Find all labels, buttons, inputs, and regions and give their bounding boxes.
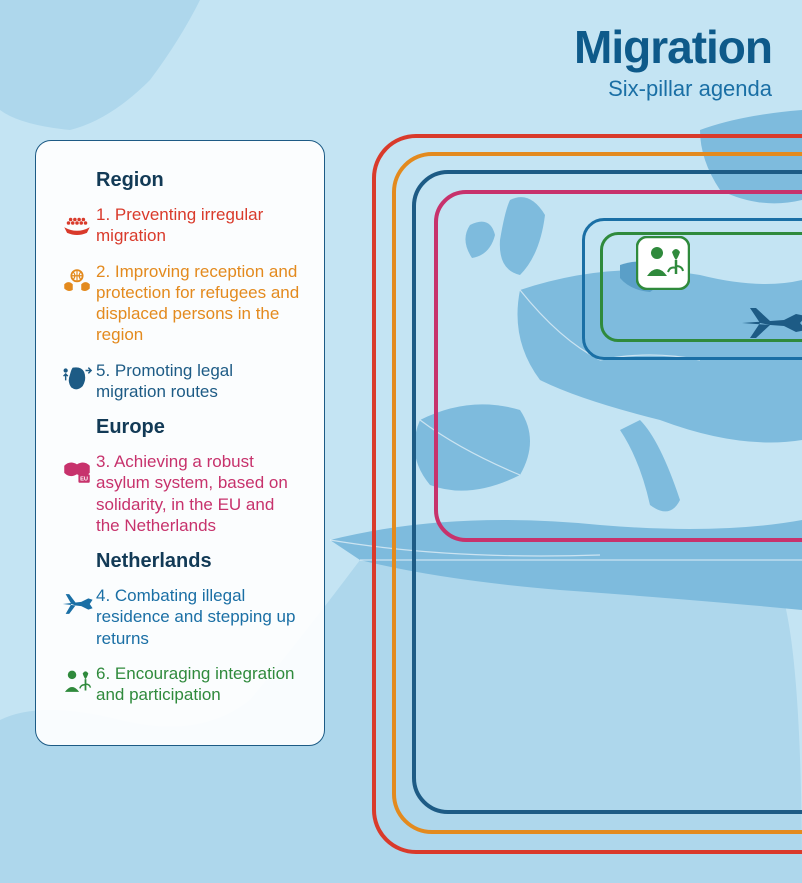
plane-icon [58,585,96,623]
netherlands-person-tulip-badge [636,236,690,295]
nl-route-icon [58,360,96,398]
legend-item-label: 5. Promoting legal migration routes [96,360,302,403]
legend-panel: Region 1. Preventing irregular migration… [35,140,325,746]
legend-section-title: Netherlands [96,550,302,573]
legend-item-label: 6. Encouraging integration and participa… [96,663,302,706]
legend-item-label: 2. Improving reception and protection fo… [96,261,302,346]
page-title: Migration [574,20,772,74]
title-block: Migration Six-pillar agenda [574,20,772,102]
boat-icon [58,204,96,242]
svg-text:EU: EU [80,477,88,483]
legend-item-label: 1. Preventing irregular migration [96,204,302,247]
legend-item-p2: 2. Improving reception and protection fo… [58,261,302,346]
person-tulip-icon [58,663,96,701]
legend-section-title: Europe [96,416,302,439]
legend-section-title: Region [96,169,302,192]
legend-item-p3: EU 3. Achieving a robust asylum system, … [58,451,302,536]
legend-item-p1: 1. Preventing irregular migration [58,204,302,247]
legend-item-label: 3. Achieving a robust asylum system, bas… [96,451,302,536]
legend-item-p4: 4. Combating illegal residence and stepp… [58,585,302,649]
legend-item-p6: 6. Encouraging integration and participa… [58,663,302,706]
handshake-eu-icon: EU [58,451,96,489]
legend-item-p5: 5. Promoting legal migration routes [58,360,302,403]
hands-globe-icon [58,261,96,299]
legend-item-label: 4. Combating illegal residence and stepp… [96,585,302,649]
plane-silhouette [740,300,802,351]
page-subtitle: Six-pillar agenda [574,76,772,102]
